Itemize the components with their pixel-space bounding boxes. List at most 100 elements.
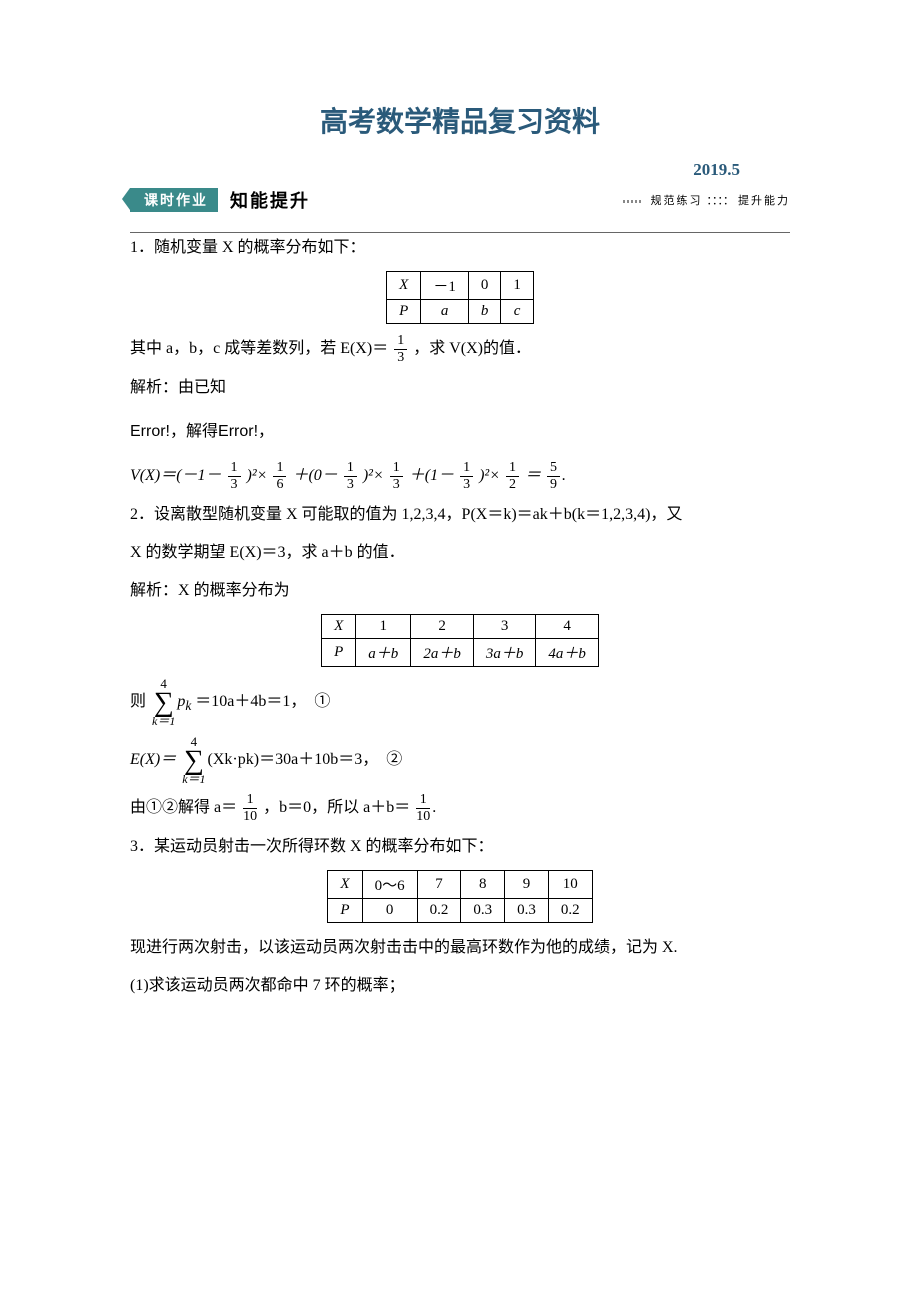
- table-row: P a b c: [387, 300, 534, 324]
- conc-b: ，b＝0，所以 a＋b＝: [263, 800, 410, 817]
- fraction: 13: [344, 461, 357, 492]
- vx-p4: ＋(1－: [409, 467, 454, 484]
- sum2-body: (Xk·pk)＝30a＋10b＝3， ②: [208, 751, 403, 768]
- table-row: X 1 2 3 4: [322, 615, 599, 639]
- table-cell: 3a＋b: [473, 639, 536, 667]
- section-banner: 课时作业 知能提升 规范练习：：：：提升能力: [130, 188, 790, 214]
- vx-p2: ＋(0－: [292, 467, 337, 484]
- table-cell: 2a＋b: [411, 639, 474, 667]
- table-cell: a＋b: [356, 639, 411, 667]
- error-b: Error!: [218, 423, 258, 440]
- table-cell: 0: [362, 899, 417, 923]
- sum1-after: ＝10a＋4b＝1， ①: [195, 693, 330, 710]
- fraction: 13: [228, 461, 241, 492]
- vx-p5: )²×: [479, 467, 500, 484]
- table-cell: 3: [473, 615, 536, 639]
- table-cell: 9: [505, 871, 549, 899]
- page-date: 2019.5: [130, 160, 740, 180]
- table-cell: P: [387, 300, 421, 324]
- vx-pre: V(X)＝(－1－: [130, 467, 222, 484]
- table-cell: 10: [548, 871, 592, 899]
- q1-sol-a: 由已知: [178, 379, 226, 396]
- page-title: 高考数学精品复习资料: [130, 100, 790, 140]
- q2-conclusion: 由①②解得 a＝ 110 ，b＝0，所以 a＋b＝ 110.: [130, 793, 790, 824]
- fraction: 13: [390, 461, 403, 492]
- error-a: Error!: [130, 423, 170, 440]
- table-cell: 1: [356, 615, 411, 639]
- sum2-pre: E(X)＝: [130, 751, 176, 768]
- q1-variance-line: V(X)＝(－1－ 13 )²× 16 ＋(0－ 13 )²× 13 ＋(1－ …: [130, 461, 790, 492]
- fraction: 13: [460, 461, 473, 492]
- fraction: 13: [394, 334, 407, 365]
- table-cell: 0.2: [548, 899, 592, 923]
- table-cell: 2: [411, 615, 474, 639]
- fraction: 110: [243, 793, 257, 824]
- fraction: 110: [416, 793, 430, 824]
- q2-prompt-b: X 的数学期望 E(X)＝3，求 a＋b 的值．: [130, 538, 790, 568]
- q2-sol-a: X 的概率分布为: [178, 582, 290, 599]
- table-cell: 8: [461, 871, 505, 899]
- q1-cond-b: ，求 V(X)的值．: [413, 340, 531, 357]
- banner-dots: ：：：：: [703, 192, 739, 208]
- vx-p1: )²×: [247, 467, 268, 484]
- table-row: P a＋b 2a＋b 3a＋b 4a＋b: [322, 639, 599, 667]
- banner-right: 规范练习：：：：提升能力: [623, 192, 790, 208]
- table-cell: X: [387, 272, 421, 300]
- q2-prompt-a: 2．设离散型随机变量 X 可能取的值为 1,2,3,4，P(X＝k)＝ak＋b(…: [130, 500, 790, 530]
- q2-sum1: 则 4 ∑ k＝1 pk ＝10a＋4b＝1， ①: [130, 677, 790, 727]
- q3-prompt: 3．某运动员射击一次所得环数 X 的概率分布如下：: [130, 832, 790, 862]
- conc-end: .: [432, 800, 436, 817]
- fraction: 59: [547, 461, 560, 492]
- table-cell: P: [328, 899, 362, 923]
- table-cell: c: [501, 300, 534, 324]
- q1-table: X －1 0 1 P a b c: [386, 271, 534, 324]
- table-cell: 1: [501, 272, 534, 300]
- q1-condition: 其中 a，b，c 成等差数列，若 E(X)＝ 13 ，求 V(X)的值．: [130, 334, 790, 365]
- table-cell: 4a＋b: [536, 639, 599, 667]
- fraction: 12: [506, 461, 519, 492]
- q1-solution-line: 解析：由已知: [130, 373, 790, 403]
- q2-table: X 1 2 3 4 P a＋b 2a＋b 3a＋b 4a＋b: [321, 614, 599, 667]
- vx-p3: )²×: [363, 467, 384, 484]
- vx-end: .: [562, 467, 566, 484]
- table-cell: 0.3: [505, 899, 549, 923]
- banner-right-b: 提升能力: [738, 195, 790, 207]
- sum1-pre: 则: [130, 693, 146, 710]
- table-row: X －1 0 1: [387, 272, 534, 300]
- q1-prompt: 1．随机变量 X 的概率分布如下：: [130, 233, 790, 263]
- q3-line3: (1)求该运动员两次都命中 7 环的概率；: [130, 971, 790, 1001]
- sum1-sub: k: [185, 698, 191, 713]
- table-cell: 0.2: [417, 899, 461, 923]
- solution-label: 解析：: [130, 582, 178, 599]
- table-cell: 7: [417, 871, 461, 899]
- banner-tag: 课时作业: [130, 188, 218, 212]
- table-cell: 4: [536, 615, 599, 639]
- solution-label: 解析：: [130, 379, 178, 396]
- table-cell: －1: [421, 272, 469, 300]
- table-cell: 0.3: [461, 899, 505, 923]
- banner-right-a: 规范练习: [651, 195, 703, 207]
- conc-a: 由①②解得 a＝: [130, 800, 237, 817]
- err-mid: ，解得: [170, 423, 218, 440]
- q3-table: X 0～6 7 8 9 10 P 0 0.2 0.3 0.3 0.2: [327, 870, 592, 923]
- table-cell: X: [328, 871, 362, 899]
- table-row: X 0～6 7 8 9 10: [328, 871, 592, 899]
- table-row: P 0 0.2 0.3 0.3 0.2: [328, 899, 592, 923]
- banner-subtitle: 知能提升: [230, 187, 310, 213]
- table-cell: P: [322, 639, 356, 667]
- fraction: 16: [273, 461, 286, 492]
- vx-eq: ＝: [525, 467, 541, 484]
- table-cell: b: [468, 300, 501, 324]
- q1-cond-a: 其中 a，b，c 成等差数列，若 E(X)＝: [130, 340, 388, 357]
- q3-line2: 现进行两次射击，以该运动员两次射击击中的最高环数作为他的成绩，记为 X.: [130, 933, 790, 963]
- summation-icon: 4 ∑ k＝1: [182, 735, 205, 785]
- table-cell: a: [421, 300, 469, 324]
- q1-error-line: Error!，解得Error!，: [130, 417, 790, 447]
- q2-sum2: E(X)＝ 4 ∑ k＝1 (Xk·pk)＝30a＋10b＝3， ②: [130, 735, 790, 785]
- summation-icon: 4 ∑ k＝1: [152, 677, 175, 727]
- table-cell: 0～6: [362, 871, 417, 899]
- table-cell: X: [322, 615, 356, 639]
- q2-solution-line: 解析：X 的概率分布为: [130, 576, 790, 606]
- err-end: ，: [258, 423, 274, 440]
- table-cell: 0: [468, 272, 501, 300]
